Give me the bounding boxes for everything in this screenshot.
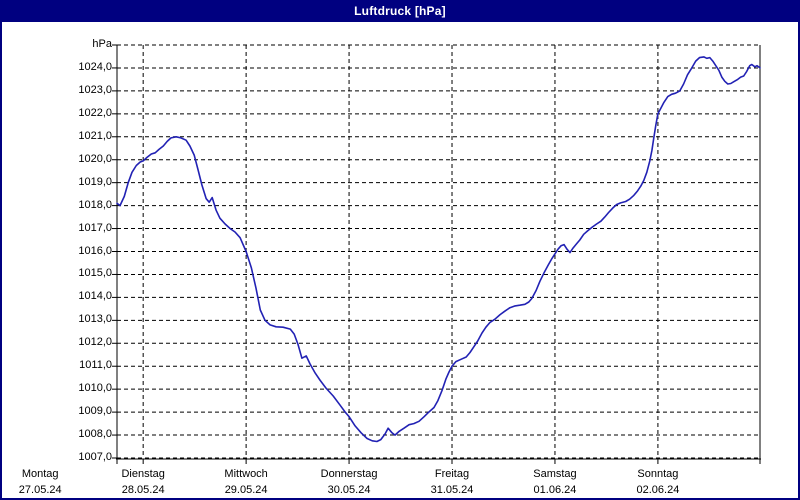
x-axis-day-label: Donnerstag 30.05.24 [321, 466, 378, 498]
y-axis-tick-label: 1018,0 [78, 198, 112, 211]
y-axis-tick-label: 1012,0 [78, 336, 112, 349]
day-name: Sonntag [637, 468, 679, 480]
y-axis-tick-label: 1022,0 [78, 106, 112, 119]
day-name: Montag [21, 468, 59, 480]
y-axis-tick-label: 1009,0 [78, 405, 112, 418]
x-axis-day-label: Mittwoch 29.05.24 [224, 466, 267, 498]
pressure-series-line [116, 56, 761, 443]
day-name: Dienstag [121, 468, 165, 480]
y-axis-tick-label: 1024,0 [78, 60, 112, 73]
y-axis-tick-label: 1010,0 [78, 382, 112, 395]
y-axis-tick-label: 1020,0 [78, 152, 112, 165]
y-axis-tick-label: 1008,0 [78, 428, 112, 441]
y-axis-tick-label: 1015,0 [78, 267, 112, 280]
y-axis-tick-label: 1007,0 [78, 451, 112, 463]
y-axis-tick-label: 1021,0 [78, 129, 112, 142]
y-axis-tick-label: 1017,0 [78, 221, 112, 234]
day-date: 27.05.24 [18, 484, 62, 496]
y-axis-tick-label: 1019,0 [78, 175, 112, 188]
title-bar: Luftdruck [hPa] [2, 2, 798, 22]
day-date: 01.06.24 [533, 484, 577, 496]
day-date: 31.05.24 [430, 484, 474, 496]
day-date: 28.05.24 [121, 484, 165, 496]
day-name: Samstag [533, 468, 577, 480]
y-axis-tick-label: 1011,0 [79, 359, 112, 372]
x-axis-day-label: Freitag 31.05.24 [431, 466, 474, 498]
x-axis-day-label: Sonntag 02.06.24 [636, 466, 679, 498]
y-axis-tick-label: 1016,0 [78, 244, 112, 257]
day-date: 30.05.24 [327, 484, 371, 496]
day-name: Mittwoch [224, 468, 268, 480]
y-axis-unit-label: hPa [92, 38, 112, 50]
x-axis-day-label: Montag 27.05.24 [19, 466, 62, 498]
day-date: 29.05.24 [224, 484, 268, 496]
day-name: Donnerstag [320, 468, 378, 480]
window-title: Luftdruck [hPa] [354, 4, 446, 18]
x-axis-day-label: Samstag 01.06.24 [533, 466, 576, 498]
y-axis-tick-label: 1014,0 [78, 290, 112, 303]
y-axis-tick-label: 1013,0 [78, 313, 112, 326]
y-axis-tick-label: 1023,0 [78, 83, 112, 96]
x-axis-day-label: Dienstag 28.05.24 [121, 466, 164, 498]
day-date: 02.06.24 [636, 484, 680, 496]
day-name: Freitag [434, 468, 470, 480]
